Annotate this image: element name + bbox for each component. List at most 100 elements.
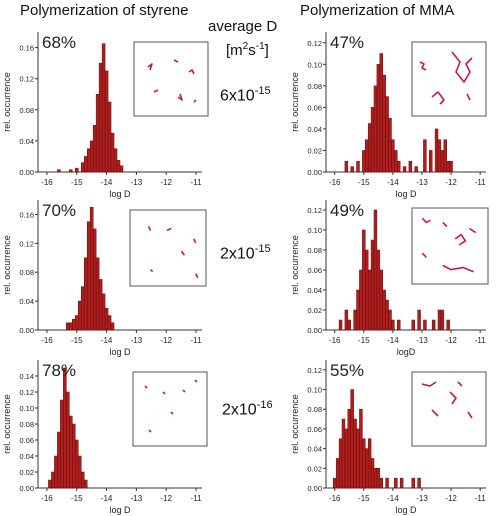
histogram-bar <box>359 269 363 331</box>
histogram-bar <box>60 399 64 489</box>
unit-label: [m2s-1] <box>226 41 269 59</box>
trajectory-track <box>194 273 199 279</box>
trajectory-track <box>149 269 154 273</box>
x-tick-label: -16 <box>41 178 53 187</box>
y-tick-label: 0.10 <box>307 226 322 235</box>
histogram-bar <box>75 439 79 489</box>
trajectory-track <box>180 250 186 256</box>
y-axis-label: rel. occurrence <box>2 235 12 295</box>
histogram-bar <box>434 128 439 173</box>
histogram-bar <box>367 438 372 489</box>
y-axis-label: rel. occurrence <box>2 394 12 454</box>
histogram-bar <box>83 479 88 489</box>
histogram-bar <box>350 166 354 173</box>
trajectory-track <box>449 391 457 405</box>
histogram-bar <box>437 309 442 331</box>
unit-sup-1: 2 <box>242 41 249 52</box>
histogram-bar <box>367 269 372 331</box>
histogram-bar <box>83 156 88 173</box>
histogram-bar <box>89 206 94 331</box>
histogram-bar <box>356 428 360 489</box>
trajectory-inset <box>132 371 208 447</box>
histogram-bar <box>101 293 106 331</box>
x-tick-label: -15 <box>71 494 83 503</box>
x-tick-label: -13 <box>131 494 143 503</box>
x-axis-label: log D <box>395 505 417 515</box>
histogram-bar <box>72 423 76 489</box>
histogram-bar <box>408 160 413 173</box>
x-tick-label: -15 <box>71 178 83 187</box>
x-tick-label: -14 <box>101 178 113 187</box>
unit-sup-2: -1 <box>255 41 265 52</box>
x-tick-label: -11 <box>191 178 203 187</box>
average-d-mantissa: 2x10 <box>222 401 257 419</box>
histogram-bar <box>365 249 369 331</box>
x-tick-label: -12 <box>445 336 457 345</box>
x-tick-label: -13 <box>416 494 428 503</box>
histogram-bar <box>107 101 112 173</box>
histogram-bar <box>72 318 76 331</box>
histogram-bar <box>69 415 73 489</box>
histogram-bar <box>397 319 401 331</box>
histogram-bar <box>417 477 421 489</box>
histogram-bar <box>440 309 445 331</box>
y-tick-label: 0.06 <box>307 425 322 434</box>
histogram-bar <box>365 448 369 489</box>
y-tick-label: 0.14 <box>19 372 34 381</box>
histogram-bar <box>57 431 61 489</box>
x-tick-label: -15 <box>358 178 370 187</box>
percent-label: 47% <box>330 33 364 52</box>
histogram-bar <box>362 229 366 331</box>
x-tick-label: -12 <box>445 178 457 187</box>
y-tick-label: 0.00 <box>19 484 34 493</box>
histogram-bar <box>86 148 91 173</box>
trajectory-track <box>454 233 467 246</box>
y-axis-label: rel. occurrence <box>290 72 300 132</box>
histogram-bar <box>394 150 398 173</box>
trajectory-inset <box>133 41 209 117</box>
histogram-bar <box>119 165 124 173</box>
histogram-bar <box>379 53 383 173</box>
trajectory-track <box>162 391 166 395</box>
percent-label: 55% <box>330 361 364 380</box>
y-tick-label: 0.16 <box>19 210 34 219</box>
trajectory-track <box>469 227 477 234</box>
histogram-bar <box>80 162 85 173</box>
histogram-bar <box>376 64 381 173</box>
histogram-bar <box>57 169 61 173</box>
trajectory-track <box>457 381 463 387</box>
y-tick-label: 0.02 <box>307 464 322 473</box>
trajectory-track <box>144 385 148 389</box>
y-tick-label: 0.12 <box>307 366 322 375</box>
y-tick-label: 0.08 <box>19 106 34 115</box>
histogram-bar <box>370 458 375 489</box>
y-tick-label: 0.04 <box>307 445 322 454</box>
x-tick-label: -14 <box>387 178 399 187</box>
trajectory-track <box>442 264 474 273</box>
histogram-bar <box>376 249 381 331</box>
x-tick-label: -15 <box>358 336 370 345</box>
y-tick-label: 0.00 <box>19 168 34 177</box>
x-tick-label: -11 <box>475 336 487 345</box>
y-tick-label: 0.12 <box>307 206 322 215</box>
x-tick-label: -11 <box>475 178 487 187</box>
trajectory-track <box>147 63 153 71</box>
histogram-bar <box>98 62 103 173</box>
histogram-bar <box>411 319 415 331</box>
histogram-bar <box>86 221 91 331</box>
y-axis-label: rel. occurrence <box>2 72 12 132</box>
x-tick-label: -14 <box>387 336 399 345</box>
histogram-bar <box>107 315 112 331</box>
trajectory-inset <box>411 371 487 447</box>
histogram-bar <box>446 160 450 173</box>
trajectory-track <box>451 51 473 83</box>
trajectory-track <box>419 61 427 71</box>
histogram-bar <box>51 471 55 489</box>
histogram-bar <box>350 389 354 489</box>
y-axis-label: rel. occurrence <box>290 394 300 454</box>
y-tick-label: 0.10 <box>19 404 34 413</box>
y-tick-label: 0.08 <box>19 420 34 429</box>
histogram-bar <box>423 139 427 173</box>
y-tick-label: 0.02 <box>19 468 34 477</box>
histogram-bar <box>113 148 118 173</box>
